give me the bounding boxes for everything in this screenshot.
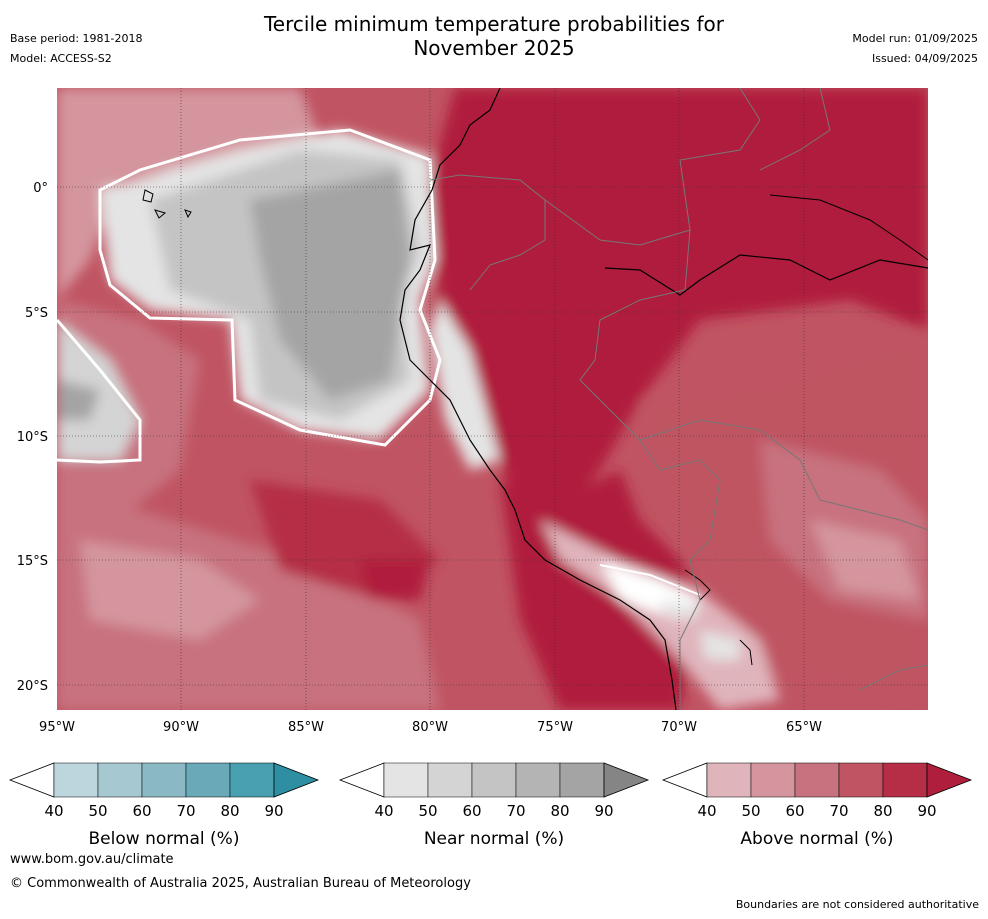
probability-map: 0° 5°S 10°S 15°S 20°S 95°W 90°W 85°W 80°… (17, 88, 928, 735)
colorbar-tick-label: 80 (873, 802, 892, 820)
colorbar-segment (882, 762, 928, 798)
colorbar-extend-low (338, 762, 385, 798)
colorbar-extend-high (926, 762, 973, 798)
colorbar-tick-label: 90 (264, 802, 283, 820)
title-line-2: November 2025 (413, 36, 575, 60)
colorbar-extend-high (603, 762, 650, 798)
colorbar-tick-label: 70 (829, 802, 848, 820)
colorbar-0: 40 50 60 70 80 90 Below normal (%) (8, 762, 320, 849)
colorbar-label: Above normal (%) (740, 829, 893, 849)
meta-right: Model run: 01/09/2025 Issued: 04/09/2025 (852, 29, 978, 69)
colorbar-tick-label: 70 (506, 802, 525, 820)
lon-label: 65°W (786, 720, 822, 735)
graticule (57, 88, 928, 710)
lat-label: 0° (33, 181, 48, 196)
colorbar-tick-label: 40 (697, 802, 716, 820)
colorbar-2: 40 50 60 70 80 90 Above normal (%) (661, 762, 973, 849)
model-run-text: Model run: 01/09/2025 (852, 32, 978, 45)
colorbars: 40 50 60 70 80 90 Below normal (%) 40 50 60 70 80 90… (8, 762, 973, 849)
colorbar-segment (559, 762, 605, 798)
lon-label: 95°W (39, 720, 75, 735)
colorbar-1: 40 50 60 70 80 90 Near normal (%) (338, 762, 650, 849)
colorbar-tick-label: 50 (418, 802, 437, 820)
colorbar-tick-label: 50 (88, 802, 107, 820)
map-fill-layer (57, 88, 928, 710)
colorbar-segment (838, 762, 884, 798)
coastlines (142, 88, 928, 710)
chart-title: Tercile minimum temperature probabilitie… (0, 12, 988, 60)
issued-text: Issued: 04/09/2025 (871, 52, 978, 65)
colorbar-segment (750, 762, 796, 798)
colorbar-segment (471, 762, 517, 798)
colorbar-segment (515, 762, 561, 798)
colorbar-tick-label: 90 (594, 802, 613, 820)
meta-left: Base period: 1981-2018 Model: ACCESS-S2 (10, 29, 142, 69)
lat-label: 15°S (17, 554, 48, 569)
colorbar-segment (53, 762, 99, 798)
lat-label: 5°S (25, 306, 48, 321)
base-period-text: Base period: 1981-2018 (10, 32, 143, 45)
lon-label: 85°W (288, 720, 324, 735)
lat-label: 10°S (17, 430, 48, 445)
lat-label: 20°S (17, 679, 48, 694)
title-line-1: Tercile minimum temperature probabilitie… (263, 12, 725, 36)
lon-label: 75°W (537, 720, 573, 735)
colorbar-tick-label: 60 (785, 802, 804, 820)
colorbar-segment (97, 762, 143, 798)
lon-label: 90°W (163, 720, 199, 735)
colorbar-extend-low (661, 762, 708, 798)
footer-copyright: © Commonwealth of Australia 2025, Austra… (10, 876, 471, 891)
colorbar-tick-label: 50 (741, 802, 760, 820)
colorbar-tick-label: 60 (132, 802, 151, 820)
colorbar-tick-label: 90 (917, 802, 936, 820)
longitude-labels: 95°W 90°W 85°W 80°W 75°W 70°W 65°W (39, 720, 822, 735)
colorbar-extend-high (273, 762, 320, 798)
lon-label: 70°W (661, 720, 697, 735)
colorbar-label: Near normal (%) (424, 829, 564, 849)
latitude-labels: 0° 5°S 10°S 15°S 20°S (17, 181, 48, 694)
colorbar-segment (706, 762, 752, 798)
colorbar-tick-label: 40 (44, 802, 63, 820)
colorbar-tick-label: 60 (462, 802, 481, 820)
colorbar-segment (141, 762, 187, 798)
colorbar-segment (229, 762, 275, 798)
colorbar-segment (427, 762, 473, 798)
colorbar-segment (794, 762, 840, 798)
footer-url: www.bom.gov.au/climate (10, 852, 174, 867)
colorbar-tick-label: 70 (176, 802, 195, 820)
colorbar-label: Below normal (%) (89, 829, 240, 849)
colorbar-segment (383, 762, 429, 798)
colorbar-tick-label: 40 (374, 802, 393, 820)
footer-disclaimer: Boundaries are not considered authoritat… (735, 898, 979, 911)
colorbar-tick-label: 80 (550, 802, 569, 820)
colorbar-segment (185, 762, 231, 798)
colorbar-extend-low (8, 762, 55, 798)
model-text: Model: ACCESS-S2 (10, 52, 112, 65)
colorbar-tick-label: 80 (220, 802, 239, 820)
lon-label: 80°W (412, 720, 448, 735)
